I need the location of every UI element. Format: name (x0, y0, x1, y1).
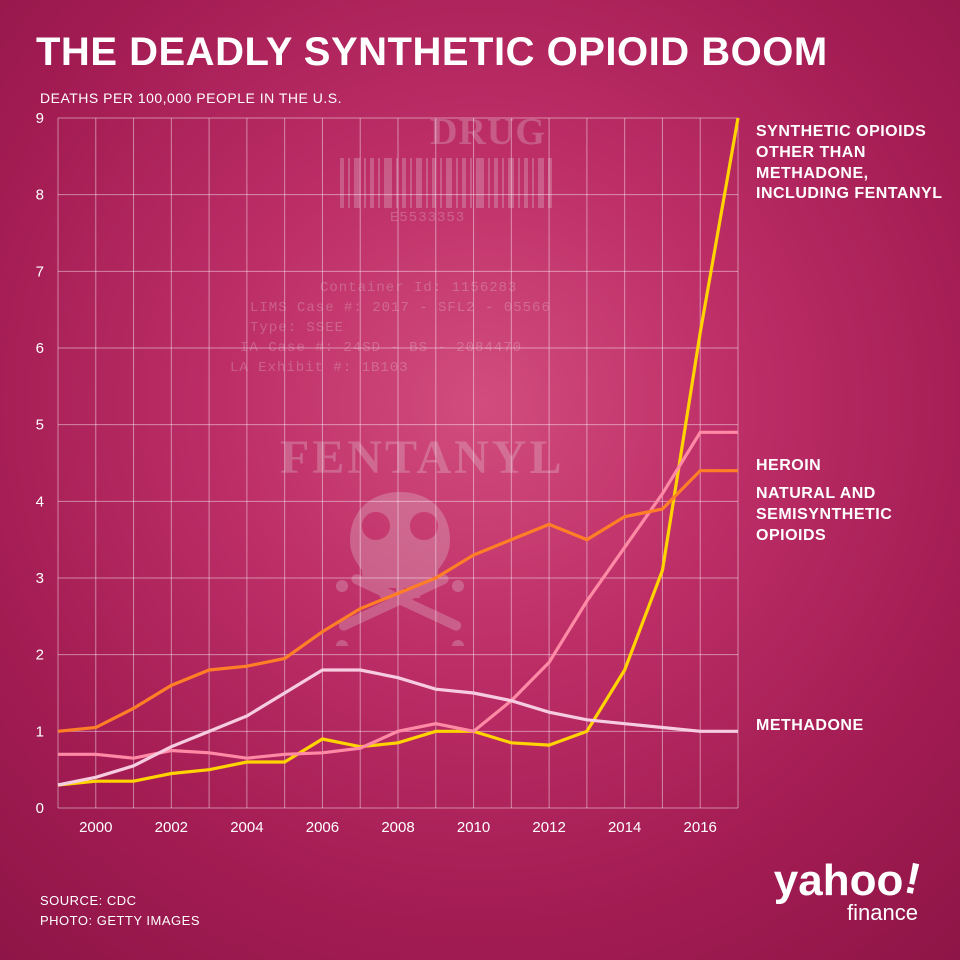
svg-text:3: 3 (36, 570, 44, 587)
line-chart: 0123456789200020022004200620082010201220… (58, 118, 738, 808)
series-label-synthetic: SYNTHETIC OPIOIDS OTHER THAN METHADONE, … (756, 122, 946, 205)
svg-text:2010: 2010 (457, 819, 490, 836)
svg-text:2: 2 (36, 647, 44, 664)
yahoo-finance-logo: yahoo! finance (774, 856, 918, 926)
svg-text:2012: 2012 (532, 819, 565, 836)
svg-text:4: 4 (36, 493, 44, 510)
svg-text:5: 5 (36, 417, 44, 434)
source-line1: SOURCE: CDC (40, 893, 137, 908)
svg-text:9: 9 (36, 110, 44, 127)
svg-text:8: 8 (36, 187, 44, 204)
svg-text:2000: 2000 (79, 819, 112, 836)
svg-text:2014: 2014 (608, 819, 641, 836)
series-label-methadone: METHADONE (756, 716, 946, 737)
series-label-heroin: HEROIN (756, 456, 946, 477)
chart-title: THE DEADLY SYNTHETIC OPIOID BOOM (36, 30, 924, 75)
logo-brand: yahoo (774, 856, 904, 906)
svg-text:7: 7 (36, 263, 44, 280)
svg-text:2008: 2008 (381, 819, 414, 836)
source-line2: PHOTO: GETTY IMAGES (40, 913, 200, 928)
svg-text:6: 6 (36, 340, 44, 357)
svg-text:2004: 2004 (230, 819, 263, 836)
source-credit: SOURCE: CDC PHOTO: GETTY IMAGES (40, 891, 200, 930)
svg-text:2016: 2016 (684, 819, 717, 836)
chart-subtitle: DEATHS PER 100,000 PEOPLE IN THE U.S. (40, 90, 342, 106)
svg-text:0: 0 (36, 800, 44, 817)
series-label-natural: NATURAL AND SEMISYNTHETIC OPIOIDS (756, 484, 946, 546)
svg-text:1: 1 (36, 723, 44, 740)
svg-text:2002: 2002 (155, 819, 188, 836)
svg-text:2006: 2006 (306, 819, 339, 836)
